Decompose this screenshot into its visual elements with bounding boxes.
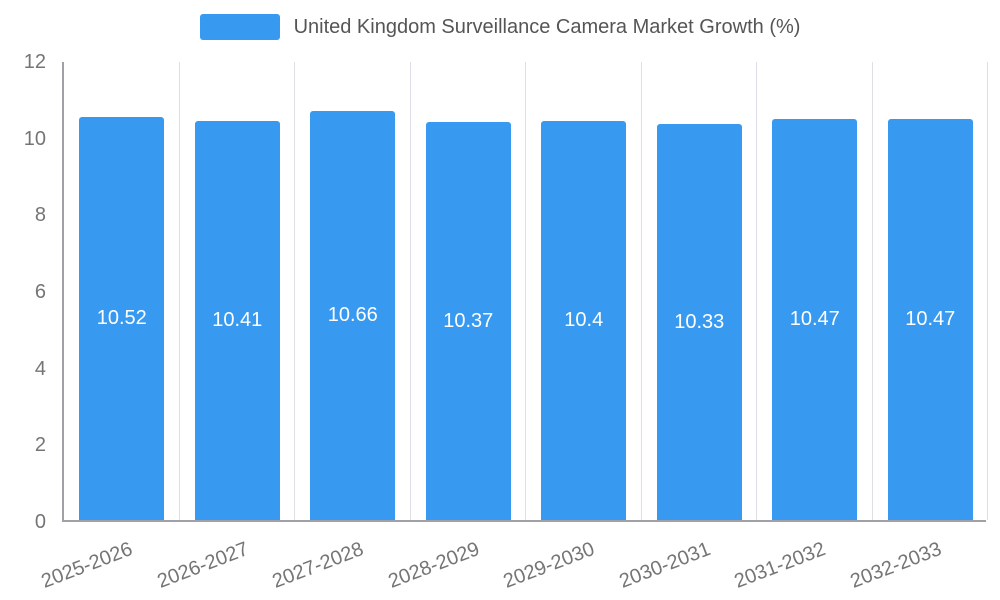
y-tick-label: 10 <box>23 127 46 150</box>
legend-swatch-icon <box>199 14 280 40</box>
x-tick-label: 2028-2029 <box>384 538 483 593</box>
y-tick-label: 4 <box>34 357 46 380</box>
plot-area: 10.52 10.41 10.66 10.37 10.4 10.33 10.47 10.47 <box>62 62 988 522</box>
y-tick-label: 0 <box>34 511 46 533</box>
bar-value-label: 10.47 <box>789 307 840 330</box>
bar: 10.41 <box>194 120 280 520</box>
vertical-gridline <box>178 62 180 520</box>
x-tick-label: 2029-2030 <box>500 538 598 593</box>
vertical-gridline <box>756 62 757 520</box>
x-tick-label: 2025-2026 <box>38 538 136 593</box>
x-tick-label: 2030-2031 <box>615 538 714 593</box>
vertical-gridline <box>871 62 873 520</box>
bar: 10.37 <box>425 122 511 520</box>
x-axis: 2025-2026 2026-2027 2027-2028 2028-2029 2029… <box>38 524 986 600</box>
vertical-gridline <box>294 62 295 520</box>
x-tick-label: 2032-2033 <box>846 538 945 593</box>
bar: 10.47 <box>772 118 858 520</box>
x-tick-label: 2031-2032 <box>731 538 829 593</box>
bar: 10.66 <box>310 111 396 520</box>
bar: 10.47 <box>887 118 973 520</box>
bar-value-label: 10.47 <box>905 307 956 330</box>
x-tick-label: 2027-2028 <box>269 538 367 593</box>
y-tick-label: 12 <box>23 51 46 73</box>
vertical-gridline <box>987 62 988 520</box>
bar-value-label: 10.41 <box>212 308 263 331</box>
bar: 10.4 <box>541 121 627 520</box>
y-tick-label: 6 <box>34 281 46 303</box>
vertical-gridline <box>640 62 642 520</box>
y-tick-label: 8 <box>34 204 46 227</box>
bar-value-label: 10.33 <box>674 310 725 333</box>
bar-value-label: 10.52 <box>96 306 147 329</box>
x-tick-label: 2026-2027 <box>153 538 252 593</box>
y-axis: 0 2 4 6 8 10 12 <box>0 51 52 533</box>
bar-value-label: 10.4 <box>564 309 604 332</box>
bar-value-label: 10.66 <box>327 304 378 327</box>
y-tick-label: 2 <box>34 434 46 457</box>
bar-value-label: 10.37 <box>443 309 494 332</box>
chart-legend[interactable]: United Kingdom Surveillance Camera Marke… <box>0 14 1000 40</box>
vertical-gridline <box>525 62 526 520</box>
bar: 10.52 <box>79 116 165 520</box>
vertical-gridline <box>409 62 411 520</box>
chart-title: United Kingdom Surveillance Camera Marke… <box>293 15 801 38</box>
bar: 10.33 <box>656 124 742 520</box>
